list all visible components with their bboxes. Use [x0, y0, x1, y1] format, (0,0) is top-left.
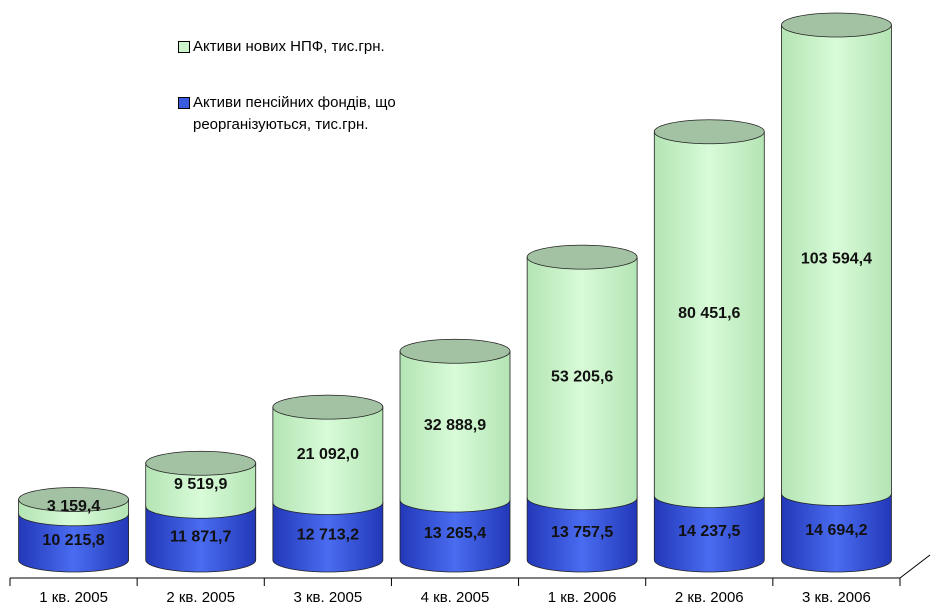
x-tick-label: 1 кв. 2006 — [548, 589, 617, 606]
legend-label: Активи нових НПФ, тис.грн. — [193, 38, 385, 55]
cylinder-top — [526, 244, 638, 270]
data-label: 12 713,2 — [297, 526, 359, 543]
cylinder-top — [653, 119, 765, 145]
cylinder-top — [781, 12, 892, 38]
data-label: 32 888,9 — [424, 417, 486, 434]
x-tick-label: 2 кв. 2006 — [675, 589, 744, 606]
data-label: 13 757,5 — [551, 524, 613, 541]
data-label: 11 871,7 — [170, 528, 232, 545]
cylinder-segment — [18, 513, 129, 573]
cylinder-top — [18, 487, 129, 512]
legend-item: Активи пенсійних фондів, що реорганізуют… — [178, 92, 498, 136]
cylinder-top — [272, 394, 384, 420]
legend-item: Активи нових НПФ, тис.грн. — [178, 36, 385, 58]
cylinder-segment — [145, 462, 257, 519]
legend-swatch — [178, 41, 190, 53]
data-label: 14 694,2 — [805, 522, 867, 539]
cylinder-segment — [399, 350, 511, 513]
cylinder-segment — [526, 256, 638, 511]
cylinder-segment — [653, 131, 765, 509]
cylinder-segment — [653, 495, 765, 573]
data-label: 13 265,4 — [424, 525, 486, 542]
x-tick-label: 4 кв. 2005 — [421, 589, 490, 606]
cylinder-segment — [272, 502, 384, 573]
data-label: 14 237,5 — [678, 523, 740, 540]
cylinder-top — [399, 338, 511, 364]
data-label: 9 519,9 — [174, 476, 227, 493]
legend-swatch — [178, 97, 190, 109]
cylinder-segment — [526, 497, 638, 573]
data-label: 3 159,4 — [47, 498, 100, 515]
x-tick-label: 1 кв. 2005 — [39, 589, 108, 606]
data-label: 103 594,4 — [801, 250, 872, 267]
data-label: 10 215,8 — [42, 532, 104, 549]
data-label: 21 092,0 — [297, 446, 359, 463]
cylinder-segment — [781, 493, 892, 573]
x-axis-depth — [899, 554, 931, 579]
x-tick-label: 3 кв. 2006 — [802, 589, 871, 606]
x-tick-label: 3 кв. 2005 — [293, 589, 362, 606]
cylinder-segment — [272, 406, 384, 515]
cylinder-segment — [399, 499, 511, 573]
cylinder-top — [145, 450, 257, 476]
cylinder-segment — [781, 24, 892, 506]
data-label: 53 205,6 — [551, 369, 613, 386]
legend-label: Активи пенсійних фондів, що реорганізуют… — [193, 94, 396, 133]
x-tick-label: 2 кв. 2005 — [166, 589, 235, 606]
data-label: 80 451,6 — [678, 305, 740, 322]
cylinder-segment — [145, 505, 257, 573]
